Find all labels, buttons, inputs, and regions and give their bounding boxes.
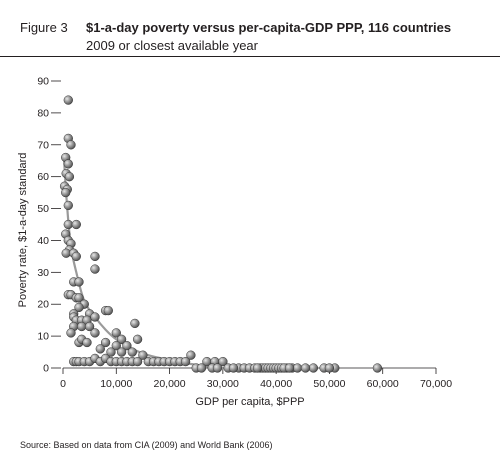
trend-line — [63, 160, 239, 370]
data-point — [111, 328, 121, 338]
data-point — [74, 293, 84, 303]
data-point — [61, 187, 71, 198]
data-point — [90, 328, 100, 338]
data-point — [292, 363, 303, 373]
data-points — [59, 95, 383, 373]
figure-subtitle: 2009 or closest available year — [86, 38, 258, 53]
y-axis-label: Poverty rate, $1-a-day standard — [17, 153, 29, 308]
data-point — [132, 334, 143, 344]
figure-title: $1-a-day poverty versus per-capita-GDP P… — [86, 20, 452, 35]
data-point — [64, 172, 75, 182]
y-tick-label: 0 — [43, 363, 49, 375]
data-point — [66, 140, 76, 150]
data-point — [77, 321, 87, 332]
data-point — [63, 219, 73, 230]
data-point — [218, 356, 228, 367]
x-tick-label: 30,000 — [207, 378, 239, 390]
data-point — [74, 277, 84, 287]
data-point — [66, 328, 76, 338]
y-tick-label: 70 — [37, 139, 49, 151]
data-point — [116, 347, 127, 357]
data-point — [127, 347, 137, 357]
data-point — [196, 363, 207, 373]
data-point — [103, 305, 113, 316]
y-tick-label: 90 — [37, 76, 49, 88]
data-point — [324, 363, 335, 373]
data-point — [284, 363, 295, 373]
data-point — [106, 347, 116, 357]
y-tick-label: 20 — [37, 299, 49, 311]
data-point — [82, 337, 92, 348]
x-axis: 0 10,000 20,000 30,000 40,000 50,000 60,000 70,… — [60, 368, 452, 390]
data-point — [116, 334, 127, 344]
scatter-chart: 0 10 20 30 40 50 60 70 80 90 0 10,000 20,000 30,000 4… — [17, 76, 452, 409]
x-tick-label: 70,000 — [420, 378, 452, 390]
x-tick-label: 50,000 — [313, 378, 345, 390]
data-point — [186, 350, 196, 360]
data-point — [111, 341, 121, 351]
data-point — [228, 363, 239, 373]
data-point — [74, 302, 84, 313]
data-point — [100, 337, 111, 348]
x-tick-label: 10,000 — [100, 378, 132, 390]
data-point — [84, 321, 95, 332]
data-point — [90, 264, 100, 274]
y-tick-label: 80 — [37, 107, 49, 119]
data-point — [180, 356, 191, 367]
data-point — [300, 363, 311, 373]
data-point — [132, 356, 143, 367]
x-tick-label: 40,000 — [260, 378, 292, 390]
y-tick-label: 60 — [37, 171, 49, 183]
data-point — [63, 200, 73, 211]
header-rule — [0, 56, 500, 57]
data-point — [308, 363, 319, 373]
y-tick-label: 10 — [37, 331, 49, 343]
data-point — [138, 350, 148, 360]
data-point — [71, 219, 81, 230]
data-point — [90, 312, 100, 322]
data-point — [252, 363, 263, 373]
y-axis: 0 10 20 30 40 50 60 70 80 90 — [37, 76, 61, 375]
data-point — [63, 95, 73, 105]
y-tick-label: 30 — [37, 267, 49, 279]
x-tick-label: 60,000 — [367, 378, 399, 390]
y-tick-label: 40 — [37, 235, 49, 247]
data-point — [130, 318, 140, 329]
data-point — [95, 344, 105, 354]
x-axis-label: GDP per capita, $PPP — [195, 396, 304, 408]
data-point — [122, 341, 132, 351]
data-point — [71, 251, 81, 262]
source-note: Source: Based on data from CIA (2009) an… — [20, 440, 273, 450]
x-tick-label: 20,000 — [154, 378, 186, 390]
figure-label: Figure 3 — [20, 20, 68, 35]
data-point — [372, 363, 383, 373]
data-point — [63, 159, 73, 169]
x-tick-label: 0 — [60, 378, 66, 390]
data-point — [212, 363, 223, 373]
y-tick-label: 50 — [37, 203, 49, 215]
data-point — [90, 251, 100, 262]
